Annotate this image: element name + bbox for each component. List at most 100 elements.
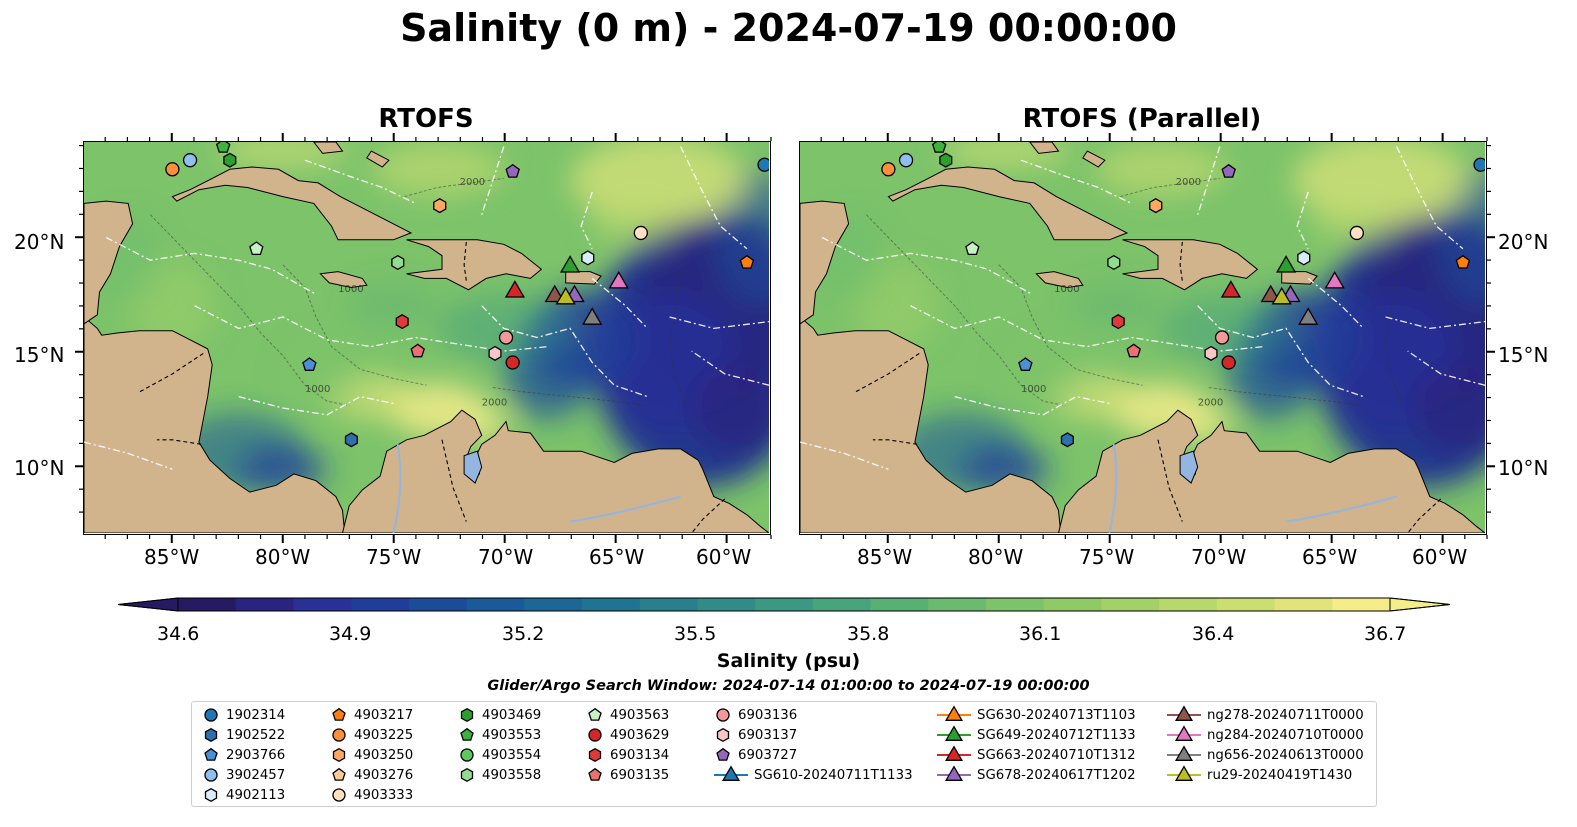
legend-circle-icon[interactable] xyxy=(204,768,218,782)
salinity-map-rtofs-parallel[interactable]: 1000 2000 1000 2000 xyxy=(800,142,1486,534)
legend-hexagon-icon[interactable] xyxy=(332,747,346,763)
marker-6903135[interactable] xyxy=(1126,343,1141,358)
marker-ng278-20240711t0000[interactable] xyxy=(544,284,565,303)
legend-item-ng278-20240711t0000[interactable]: ng278-20240711T0000 xyxy=(1167,705,1364,725)
marker-4903558[interactable] xyxy=(1107,254,1121,271)
legend-item-4903225[interactable]: 4903225 xyxy=(330,725,413,745)
marker-ru29-20240419t1430[interactable] xyxy=(555,286,576,305)
legend-item-sg649-20240712t1133[interactable]: SG649-20240712T1133 xyxy=(937,725,1136,745)
marker-3902457[interactable] xyxy=(182,153,198,168)
marker-1902314[interactable] xyxy=(757,157,770,172)
legend-item-4903554[interactable]: 4903554 xyxy=(458,745,541,765)
legend-item-2903766[interactable]: 2903766 xyxy=(202,745,285,765)
marker-1902522[interactable] xyxy=(344,432,358,448)
marker-1902314[interactable] xyxy=(1473,157,1486,172)
marker-4903558[interactable] xyxy=(391,254,405,271)
marker-6903135[interactable] xyxy=(410,343,425,358)
marker-4903225[interactable] xyxy=(881,162,896,177)
marker-ng656-20240613t0000[interactable] xyxy=(582,307,603,325)
marker-4902113[interactable] xyxy=(1297,250,1311,266)
legend-item-4903217[interactable]: 4903217 xyxy=(330,705,413,725)
legend-triangle-icon[interactable] xyxy=(944,725,964,741)
marker-4903333[interactable] xyxy=(1349,225,1364,241)
legend-pentagon-icon[interactable] xyxy=(332,707,346,721)
marker-ng284-20240710t0000[interactable] xyxy=(608,270,629,289)
legend-item-6903136[interactable]: 6903136 xyxy=(714,705,797,725)
marker-4903563[interactable] xyxy=(965,241,980,256)
salinity-map-rtofs[interactable]: 1000 2000 1000 2000 xyxy=(84,142,770,534)
marker-6903134[interactable] xyxy=(1111,314,1125,330)
legend-triangle-icon[interactable] xyxy=(944,705,964,721)
marker-4903563[interactable] xyxy=(249,241,264,256)
legend-item-4902113[interactable]: 4902113 xyxy=(202,785,285,805)
marker-ru29-20240419t1430[interactable] xyxy=(1271,286,1292,305)
marker-1902522[interactable] xyxy=(1060,432,1074,448)
legend-pentagon-icon[interactable] xyxy=(460,727,474,741)
marker-ng278-20240711t0000[interactable] xyxy=(1260,284,1281,303)
marker-sg663-20240710t1312[interactable] xyxy=(504,280,526,298)
legend-triangle-icon[interactable] xyxy=(944,745,964,761)
legend-item-3902457[interactable]: 3902457 xyxy=(202,765,285,785)
legend-hexagon-icon[interactable] xyxy=(204,727,218,743)
map-panel-rtofs[interactable]: 1000 2000 1000 2000 xyxy=(83,141,771,535)
marker-4903553[interactable] xyxy=(931,142,947,153)
legend-circle-icon[interactable] xyxy=(588,728,602,742)
marker-3902457[interactable] xyxy=(898,153,914,168)
legend-item-6903134[interactable]: 6903134 xyxy=(586,745,669,765)
marker-4903250[interactable] xyxy=(433,198,447,214)
legend-triangle-icon[interactable] xyxy=(1174,745,1194,761)
legend-item-1902314[interactable]: 1902314 xyxy=(202,705,285,725)
marker-6903136[interactable] xyxy=(1214,330,1230,345)
marker-4903250[interactable] xyxy=(1149,198,1163,214)
marker-6903137[interactable] xyxy=(1204,345,1218,361)
legend-item-4903250[interactable]: 4903250 xyxy=(330,745,413,765)
marker-4903469[interactable] xyxy=(223,152,237,168)
marker-6903727[interactable] xyxy=(505,163,520,178)
legend-item-ru29-20240419t1430[interactable]: ru29-20240419T1430 xyxy=(1167,765,1352,785)
marker-6903137[interactable] xyxy=(488,345,502,361)
legend-triangle-icon[interactable] xyxy=(721,765,741,781)
marker-4903469[interactable] xyxy=(939,152,953,168)
legend-item-sg610-20240711t1133[interactable]: SG610-20240711T1133 xyxy=(714,765,913,785)
legend-triangle-icon[interactable] xyxy=(1174,725,1194,741)
legend-item-6903135[interactable]: 6903135 xyxy=(586,765,669,785)
legend-pentagon-icon[interactable] xyxy=(588,707,602,721)
legend-circle-icon[interactable] xyxy=(332,788,346,802)
legend-item-4903558[interactable]: 4903558 xyxy=(458,765,541,785)
marker-4903217[interactable] xyxy=(739,254,755,269)
legend-item-1902522[interactable]: 1902522 xyxy=(202,725,285,745)
legend-item-sg678-20240617t1202[interactable]: SG678-20240617T1202 xyxy=(937,765,1136,785)
marker-6903134[interactable] xyxy=(395,314,409,330)
legend-hexagon-icon[interactable] xyxy=(460,767,474,783)
marker-ng284-20240710t0000[interactable] xyxy=(1324,270,1345,289)
legend-triangle-icon[interactable] xyxy=(1174,765,1194,781)
legend-pentagon-icon[interactable] xyxy=(716,747,730,761)
marker-4902113[interactable] xyxy=(581,250,595,266)
legend-pentagon-icon[interactable] xyxy=(204,747,218,761)
marker-6903727[interactable] xyxy=(1221,163,1236,178)
legend-item-4903629[interactable]: 4903629 xyxy=(586,725,669,745)
legend-triangle-icon[interactable] xyxy=(1174,705,1194,721)
legend-circle-icon[interactable] xyxy=(204,708,218,722)
map-panel-rtofs-parallel[interactable]: 1000 2000 1000 2000 xyxy=(799,141,1487,535)
legend-hexagon-icon[interactable] xyxy=(204,787,218,803)
marker-4903333[interactable] xyxy=(633,225,648,241)
marker-sg649-20240712t1133[interactable] xyxy=(559,255,581,273)
legend-item-4903553[interactable]: 4903553 xyxy=(458,725,541,745)
marker-2903766[interactable] xyxy=(302,357,317,371)
legend-pentagon-icon[interactable] xyxy=(588,767,602,781)
legend-item-4903469[interactable]: 4903469 xyxy=(458,705,541,725)
marker-6903136[interactable] xyxy=(498,330,514,345)
legend-item-4903276[interactable]: 4903276 xyxy=(330,765,413,785)
marker-4903629[interactable] xyxy=(505,355,520,370)
legend-circle-icon[interactable] xyxy=(716,708,730,722)
legend-item-4903333[interactable]: 4903333 xyxy=(330,785,413,805)
marker-4903217[interactable] xyxy=(1455,254,1471,269)
legend-item-sg663-20240710t1312[interactable]: SG663-20240710T1312 xyxy=(937,745,1136,765)
marker-4903553[interactable] xyxy=(215,142,231,153)
legend-circle-icon[interactable] xyxy=(332,728,346,742)
marker-ng656-20240613t0000[interactable] xyxy=(1298,307,1319,325)
marker-4903629[interactable] xyxy=(1221,355,1236,370)
legend-item-6903137[interactable]: 6903137 xyxy=(714,725,797,745)
marker-4903225[interactable] xyxy=(165,162,180,177)
